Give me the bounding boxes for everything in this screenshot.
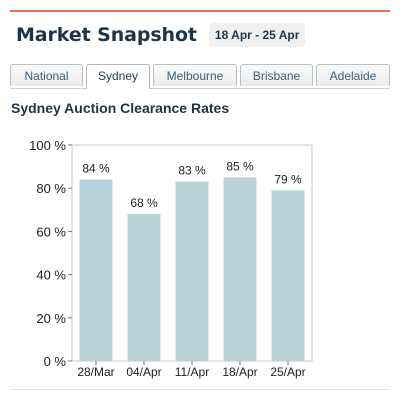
chart-title: Sydney Auction Clearance Rates [11,100,230,116]
y-tick-label: 60 % [36,224,66,239]
bar-value-label: 84 % [82,162,110,176]
footer-divider [10,389,390,390]
bar [175,181,209,361]
tab-sydney[interactable]: Sydney [86,64,150,89]
bar-value-label: 68 % [130,196,158,210]
bar [271,190,305,361]
tab-brisbane[interactable]: Brisbane [240,64,313,86]
x-tick-label: 11/Apr [175,365,209,379]
clearance-rate-chart: 0 % 20 % 40 % 60 % 80 % 100 % 84 % 28/Mar 68 % 04… [29,138,313,379]
y-tick-label: 80 % [36,181,66,196]
bar [223,177,257,361]
x-tick-label: 04/Apr [126,365,161,379]
bar-value-label: 79 % [274,172,302,186]
x-tick-label: 18/Apr [222,365,257,379]
tab-adelaide[interactable]: Adelaide [316,64,390,86]
y-tick-label: 40 % [36,268,66,283]
bar-value-label: 83 % [178,164,206,178]
page-title: Market Snapshot [16,24,197,46]
tab-national[interactable]: National [10,64,83,86]
x-tick-label: 28/Mar [77,365,114,379]
page-header: Market Snapshot 18 Apr - 25 Apr [16,20,390,50]
y-tick-label: 100 % [29,138,66,153]
header-accent-rule [10,10,390,12]
city-tabs: National Sydney Melbourne Brisbane Adela… [10,64,390,89]
date-range-badge: 18 Apr - 25 Apr [208,23,306,47]
tab-melbourne[interactable]: Melbourne [153,64,237,86]
bar-value-label: 85 % [226,159,254,173]
y-tick-label: 20 % [36,311,66,326]
bar [127,214,161,361]
bar [79,179,113,361]
y-tick-label: 0 % [44,354,67,369]
x-tick-label: 25/Apr [270,365,305,379]
